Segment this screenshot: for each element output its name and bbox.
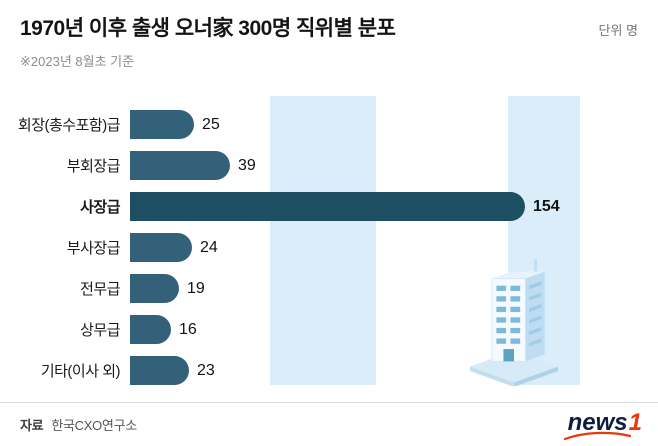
category-label: 부사장급	[66, 240, 121, 258]
page-title: 1970년 이후 출생 오너家 300명 직위별 분포	[20, 17, 396, 40]
value-label: 23	[197, 361, 215, 379]
value-label: 16	[179, 320, 197, 338]
chart-row: 사장급 154	[12, 186, 658, 227]
chart-row: 부사장급 24	[12, 227, 658, 268]
bar	[130, 274, 179, 304]
value-label: 154	[533, 197, 560, 215]
category-label: 회장(총수포함)급	[17, 117, 121, 135]
value-label: 24	[200, 238, 218, 256]
source-name: 한국CXO연구소	[51, 418, 137, 433]
footer: 자료 한국CXO연구소 news1	[0, 402, 658, 446]
bar	[130, 151, 230, 181]
note-text: ※2023년 8월초 기준	[20, 54, 135, 70]
chart-row: 부회장급 39	[12, 145, 658, 186]
news1-logo: news1	[563, 408, 642, 440]
category-label: 부회장급	[66, 158, 121, 176]
bar	[130, 233, 192, 263]
source-label: 자료	[20, 418, 44, 433]
chart-row: 기타(이사 외) 23	[12, 350, 658, 391]
category-label: 기타(이사 외)	[40, 363, 121, 381]
bar	[130, 110, 194, 140]
logo-text-one: 1	[628, 408, 642, 436]
chart-row: 상무급 16	[12, 309, 658, 350]
category-label: 전무급	[80, 281, 120, 299]
category-label: 사장급	[80, 199, 120, 217]
header: 1970년 이후 출생 오너家 300명 직위별 분포 단위 명	[0, 0, 658, 41]
background-band-left	[270, 96, 376, 386]
chart-row: 전무급 19	[12, 268, 658, 309]
bar-chart: 회장(총수포함)급 25 부회장급 39 사장급 154 부사장급 24 전무급 19 상무급 16 기…	[12, 86, 658, 391]
logo-text-news: news	[567, 408, 628, 436]
building-icon	[456, 254, 572, 391]
bar	[130, 356, 189, 386]
value-label: 19	[187, 279, 205, 297]
chart-rows: 회장(총수포함)급 25 부회장급 39 사장급 154 부사장급 24 전무급 19 상무급 16 기…	[12, 104, 658, 391]
value-label: 25	[202, 115, 220, 133]
category-label: 상무급	[80, 322, 120, 340]
source-text: 자료 한국CXO연구소	[20, 415, 137, 434]
logo-swoosh-icon	[563, 431, 631, 440]
value-label: 39	[238, 156, 256, 174]
bar	[130, 315, 171, 345]
unit-label: 단위 명	[598, 23, 639, 39]
chart-row: 회장(총수포함)급 25	[12, 104, 658, 145]
bar	[130, 192, 525, 222]
